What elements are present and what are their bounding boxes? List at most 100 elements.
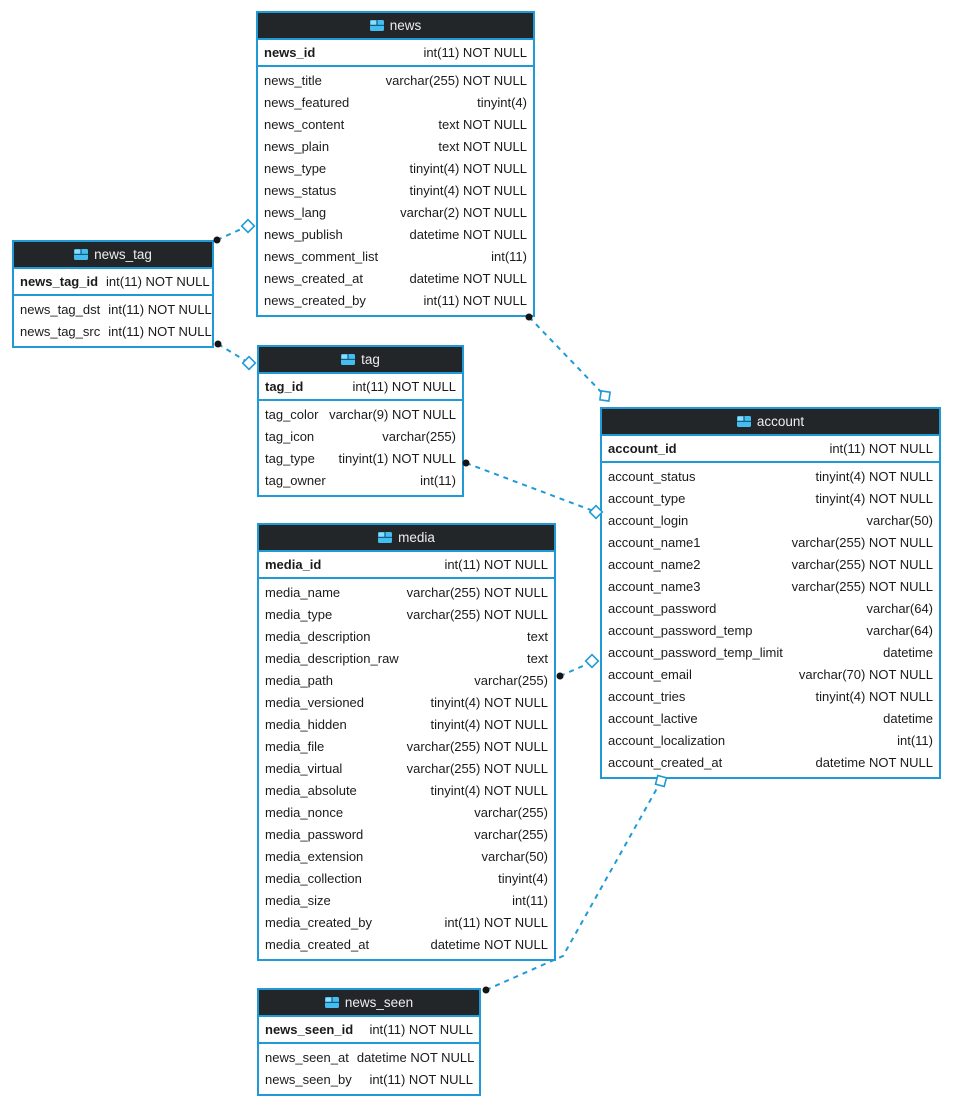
column-row[interactable]: news_plain text NOT NULL	[258, 135, 533, 157]
column-row[interactable]: account_password varchar(64)	[602, 597, 939, 619]
column-row[interactable]: account_lactive datetime	[602, 707, 939, 729]
column-row[interactable]: account_password_temp_limit datetime	[602, 641, 939, 663]
column-row[interactable]: news_comment_list int(11)	[258, 245, 533, 267]
column-row[interactable]: news_tag_dst int(11) NOT NULL	[14, 298, 212, 320]
primary-key-row[interactable]: media_id int(11) NOT NULL	[259, 552, 554, 579]
column-name: account_name2	[608, 556, 701, 572]
column-row[interactable]: tag_icon varchar(255)	[259, 425, 462, 447]
column-row[interactable]: media_type varchar(255) NOT NULL	[259, 603, 554, 625]
column-row[interactable]: account_created_at datetime NOT NULL	[602, 751, 939, 773]
table-account[interactable]: account account_id int(11) NOT NULL acco…	[600, 407, 941, 779]
column-type: int(11) NOT NULL	[423, 45, 527, 60]
column-row[interactable]: account_login varchar(50)	[602, 509, 939, 531]
column-type: int(11)	[420, 472, 456, 488]
column-row[interactable]: account_email varchar(70) NOT NULL	[602, 663, 939, 685]
cardinality-diamond	[240, 218, 256, 234]
column-row[interactable]: media_size int(11)	[259, 889, 554, 911]
column-name: account_password_temp_limit	[608, 644, 783, 660]
column-row[interactable]: news_tag_src int(11) NOT NULL	[14, 320, 212, 342]
table-tag[interactable]: tag tag_id int(11) NOT NULL tag_color va…	[257, 345, 464, 497]
column-type: tinyint(4) NOT NULL	[815, 490, 933, 506]
column-type: int(11) NOT NULL	[369, 1022, 473, 1037]
column-name: news_comment_list	[264, 248, 379, 264]
column-row[interactable]: account_tries tinyint(4) NOT NULL	[602, 685, 939, 707]
column-row[interactable]: media_name varchar(255) NOT NULL	[259, 581, 554, 603]
column-row[interactable]: account_name1 varchar(255) NOT NULL	[602, 531, 939, 553]
column-row[interactable]: media_created_by int(11) NOT NULL	[259, 911, 554, 933]
cardinality-dot	[213, 236, 221, 244]
column-row[interactable]: media_path varchar(255)	[259, 669, 554, 691]
column-row[interactable]: news_created_by int(11) NOT NULL	[258, 289, 533, 311]
column-type: int(11)	[491, 248, 527, 264]
table-header[interactable]: tag	[259, 347, 462, 374]
column-row[interactable]: news_created_at datetime NOT NULL	[258, 267, 533, 289]
column-row[interactable]: media_versioned tinyint(4) NOT NULL	[259, 691, 554, 713]
column-name: news_seen_at	[265, 1049, 349, 1065]
table-name: news	[389, 18, 422, 33]
column-type: datetime NOT NULL	[409, 226, 527, 242]
column-name: media_created_at	[265, 936, 370, 952]
column-row[interactable]: account_password_temp varchar(64)	[602, 619, 939, 641]
column-row[interactable]: media_extension varchar(50)	[259, 845, 554, 867]
table-media[interactable]: media media_id int(11) NOT NULL media_na…	[257, 523, 556, 961]
table-header[interactable]: news_tag	[14, 242, 212, 269]
column-type: varchar(255)	[474, 804, 548, 820]
cardinality-dot	[556, 672, 564, 680]
table-header[interactable]: media	[259, 525, 554, 552]
column-row[interactable]: news_title varchar(255) NOT NULL	[258, 69, 533, 91]
column-type: datetime NOT NULL	[815, 754, 933, 770]
column-row[interactable]: media_created_at datetime NOT NULL	[259, 933, 554, 955]
table-header[interactable]: account	[602, 409, 939, 436]
column-type: varchar(255) NOT NULL	[406, 584, 548, 600]
column-row[interactable]: media_password varchar(255)	[259, 823, 554, 845]
column-list: news_title varchar(255) NOT NULL news_fe…	[258, 67, 533, 315]
table-header[interactable]: news	[258, 13, 533, 40]
column-list: media_name varchar(255) NOT NULL media_t…	[259, 579, 554, 959]
column-row[interactable]: media_absolute tinyint(4) NOT NULL	[259, 779, 554, 801]
column-row[interactable]: media_virtual varchar(255) NOT NULL	[259, 757, 554, 779]
relationship-news_tag-news	[216, 225, 249, 241]
column-name: media_id	[265, 557, 322, 572]
table-news[interactable]: news news_id int(11) NOT NULL news_title…	[256, 11, 535, 317]
primary-key-row[interactable]: news_seen_id int(11) NOT NULL	[259, 1017, 479, 1044]
table-news_seen[interactable]: news_seen news_seen_id int(11) NOT NULL …	[257, 988, 481, 1096]
column-name: news_tag_dst	[20, 301, 101, 317]
column-row[interactable]: media_nonce varchar(255)	[259, 801, 554, 823]
column-row[interactable]: news_lang varchar(2) NOT NULL	[258, 201, 533, 223]
column-type: datetime	[883, 710, 933, 726]
column-name: media_description	[265, 628, 371, 644]
column-type: tinyint(4)	[498, 870, 548, 886]
column-row[interactable]: news_content text NOT NULL	[258, 113, 533, 135]
column-type: int(11) NOT NULL	[829, 441, 933, 456]
column-row[interactable]: news_seen_by int(11) NOT NULL	[259, 1068, 479, 1090]
column-row[interactable]: account_localization int(11)	[602, 729, 939, 751]
column-row[interactable]: media_collection tinyint(4)	[259, 867, 554, 889]
column-row[interactable]: tag_owner int(11)	[259, 469, 462, 491]
column-row[interactable]: account_name3 varchar(255) NOT NULL	[602, 575, 939, 597]
column-row[interactable]: account_status tinyint(4) NOT NULL	[602, 465, 939, 487]
column-row[interactable]: media_description_raw text	[259, 647, 554, 669]
column-row[interactable]: account_type tinyint(4) NOT NULL	[602, 487, 939, 509]
table-header[interactable]: news_seen	[259, 990, 479, 1017]
column-name: news_created_at	[264, 270, 364, 286]
column-row[interactable]: news_status tinyint(4) NOT NULL	[258, 179, 533, 201]
primary-key-row[interactable]: news_tag_id int(11) NOT NULL	[14, 269, 212, 296]
primary-key-row[interactable]: account_id int(11) NOT NULL	[602, 436, 939, 463]
column-row[interactable]: media_file varchar(255) NOT NULL	[259, 735, 554, 757]
column-row[interactable]: account_name2 varchar(255) NOT NULL	[602, 553, 939, 575]
column-type: varchar(9) NOT NULL	[329, 406, 456, 422]
column-name: tag_type	[265, 450, 315, 466]
column-row[interactable]: news_seen_at datetime NOT NULL	[259, 1046, 479, 1068]
column-row[interactable]: media_hidden tinyint(4) NOT NULL	[259, 713, 554, 735]
primary-key-row[interactable]: news_id int(11) NOT NULL	[258, 40, 533, 67]
column-name: news_featured	[264, 94, 350, 110]
column-row[interactable]: news_featured tinyint(4)	[258, 91, 533, 113]
column-row[interactable]: tag_type tinyint(1) NOT NULL	[259, 447, 462, 469]
column-name: account_name1	[608, 534, 701, 550]
table-news_tag[interactable]: news_tag news_tag_id int(11) NOT NULL ne…	[12, 240, 214, 348]
column-row[interactable]: news_publish datetime NOT NULL	[258, 223, 533, 245]
column-row[interactable]: media_description text	[259, 625, 554, 647]
primary-key-row[interactable]: tag_id int(11) NOT NULL	[259, 374, 462, 401]
column-row[interactable]: tag_color varchar(9) NOT NULL	[259, 403, 462, 425]
column-row[interactable]: news_type tinyint(4) NOT NULL	[258, 157, 533, 179]
